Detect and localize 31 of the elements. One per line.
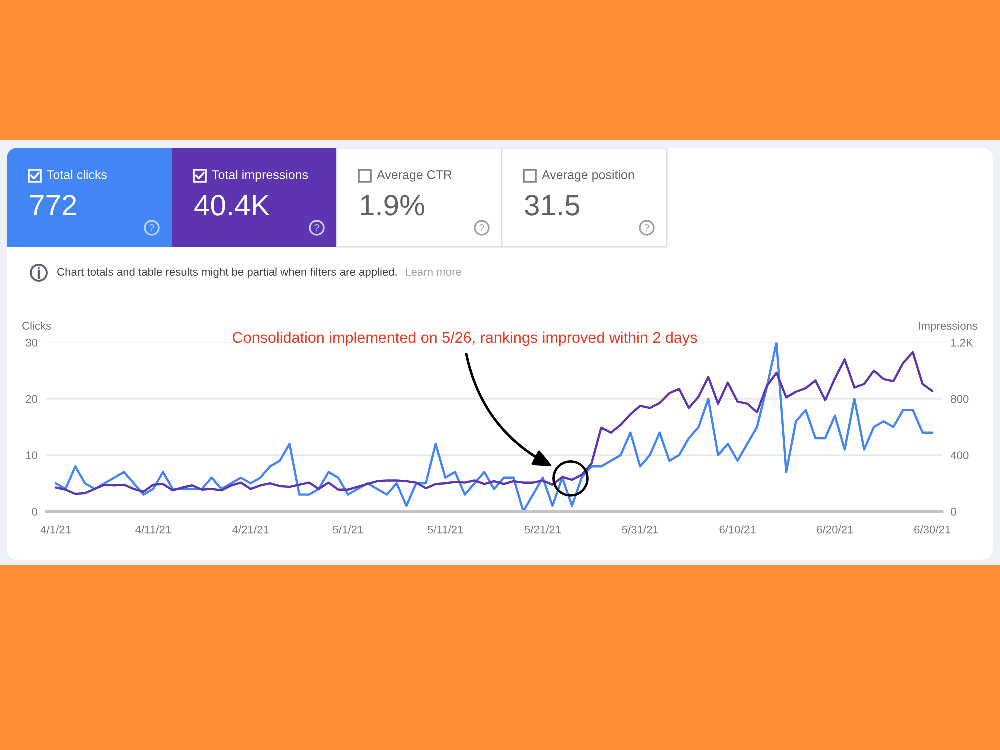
x-tick-label: 6/30/21: [914, 526, 951, 534]
x-tick-label: 4/11/21: [136, 526, 172, 534]
text: Chart totals and table results might be partial when filters are applied.: [58, 268, 397, 278]
y2-tick-label: 1.2K: [951, 338, 974, 347]
x-tick-label: 5/11/21: [428, 526, 464, 534]
annotation: Consolidation implemented on 5/26, rankings improved within 2 days: [233, 332, 698, 346]
text: Total impressions: [212, 170, 308, 182]
x-tick-label: 4/21/21: [232, 526, 269, 534]
x-tick-label: 5/1/21: [333, 526, 364, 534]
x-tick-label: 5/21/21: [524, 526, 561, 534]
text: 40.4K: [194, 195, 270, 216]
x-tick-label: 4/1/21: [40, 526, 71, 534]
y-tick-label: 20: [26, 395, 38, 404]
y2-tick-label: 800: [951, 395, 969, 404]
y2-axis-title: Impressions: [919, 322, 978, 332]
y-tick-label: 0: [32, 508, 38, 516]
y-axis-title: Clicks: [22, 322, 52, 330]
x-tick-label: 5/31/21: [622, 526, 658, 534]
text: Average CTR: [377, 170, 452, 182]
y-tick-label: 30: [26, 338, 38, 347]
text: Total clicks: [47, 170, 107, 180]
text: 31.5: [525, 195, 580, 216]
y2-tick-label: 400: [950, 452, 969, 460]
text: Average position: [542, 170, 634, 182]
text: 772: [30, 195, 76, 216]
text: 1.9%: [361, 195, 424, 216]
x-tick-label: 6/20/21: [817, 526, 854, 534]
y-tick-label: 10: [26, 452, 38, 460]
y2-tick-label: 0: [951, 508, 956, 516]
x-tick-label: 6/10/21: [720, 526, 756, 534]
text: Learn more: [406, 268, 462, 276]
